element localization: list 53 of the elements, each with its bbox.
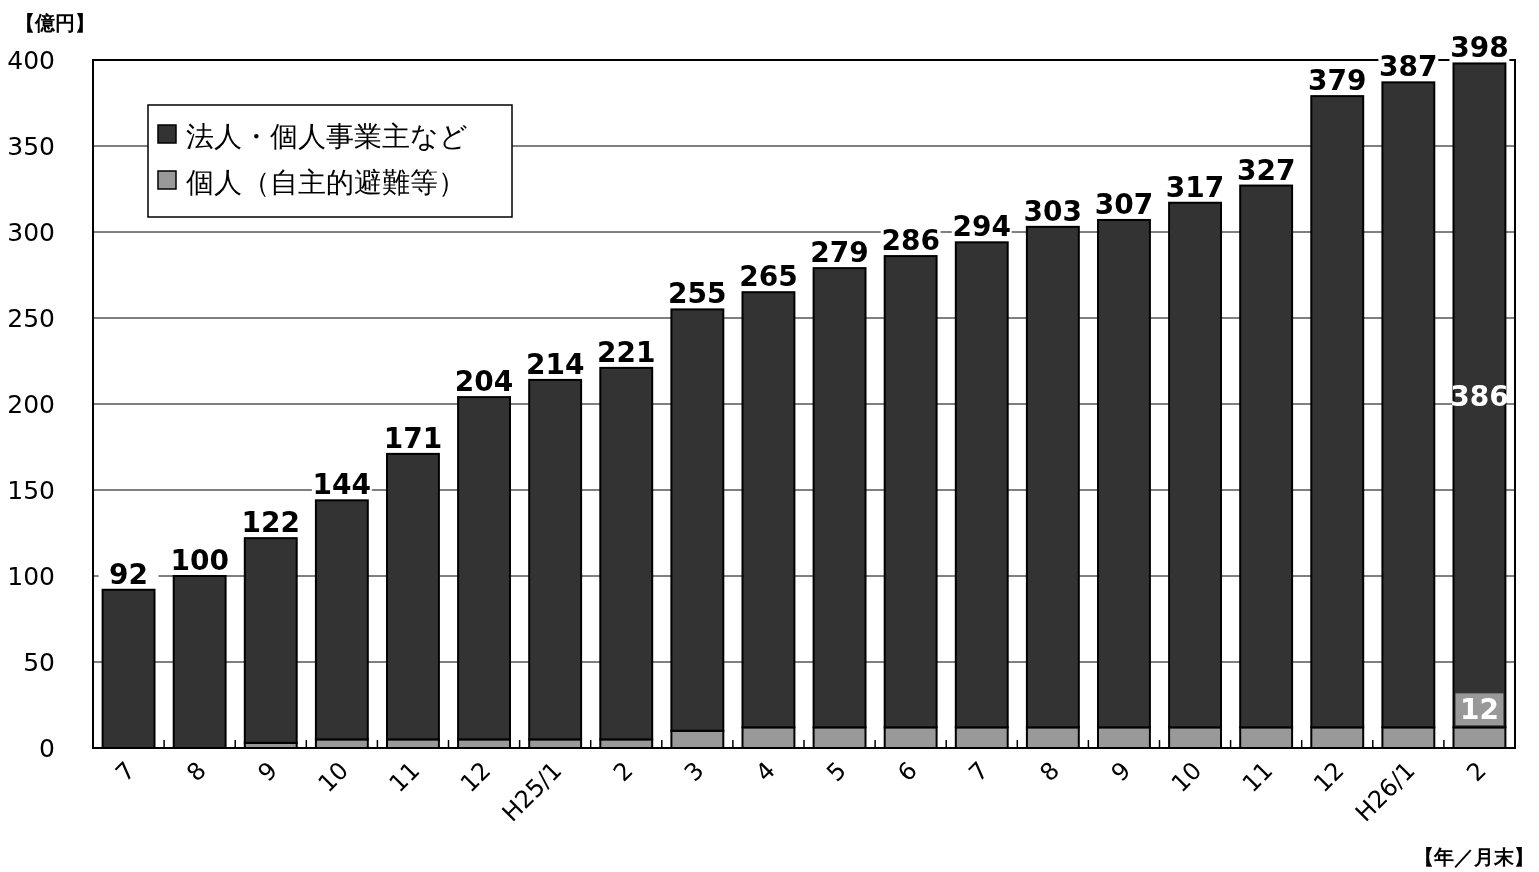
- x-tick-label: 11: [383, 756, 426, 798]
- x-tick-label: 8: [1034, 756, 1066, 788]
- total-label: 204: [454, 365, 514, 399]
- total-label: 144: [312, 468, 372, 502]
- x-tick-label: 4: [750, 756, 781, 788]
- total-label: 214: [525, 347, 585, 381]
- total-label: 279: [810, 236, 869, 270]
- legend-label: 法人・個人事業主など: [186, 120, 468, 153]
- y-tick-label: 250: [7, 304, 55, 333]
- y-axis-title: 【億円】: [15, 11, 95, 35]
- x-tick-label: 2: [1461, 756, 1492, 788]
- y-tick-label: 200: [7, 390, 55, 419]
- total-label: 286: [881, 224, 940, 258]
- total-label: 303: [1023, 194, 1083, 228]
- x-tick-label: 5: [821, 756, 852, 788]
- total-label: 171: [383, 421, 443, 455]
- x-tick-label: 10: [312, 756, 355, 798]
- x-axis-title: 【年／月末】: [1414, 845, 1534, 869]
- x-tick-label: 3: [678, 756, 710, 788]
- total-label: 387: [1379, 50, 1438, 84]
- total-label: 398: [1450, 31, 1509, 65]
- total-label: 327: [1236, 153, 1296, 187]
- y-tick-label: 300: [7, 218, 55, 247]
- y-tick-label: 350: [7, 132, 55, 161]
- x-tick-label: 11: [1236, 756, 1279, 798]
- legend-label: 個人（自主的避難等）: [186, 166, 466, 199]
- y-tick-label: 50: [23, 648, 55, 677]
- total-label: 265: [739, 260, 798, 294]
- x-tick-label: 2: [607, 756, 639, 788]
- y-tick-label: 400: [7, 46, 55, 75]
- x-tick-label: 12: [454, 756, 497, 798]
- total-label: 122: [241, 506, 300, 540]
- x-tick-label: 6: [892, 756, 923, 788]
- total-label: 307: [1094, 187, 1154, 221]
- data-label: 386: [1450, 380, 1509, 414]
- x-tick-label: 9: [1105, 756, 1137, 788]
- y-tick-label: 0: [39, 734, 55, 763]
- total-label: 379: [1308, 64, 1367, 98]
- x-tick-label: 12: [1308, 756, 1350, 798]
- x-tick-label: 8: [181, 756, 212, 788]
- total-label: 100: [170, 544, 229, 577]
- data-label: 12: [1459, 693, 1499, 727]
- total-label: 221: [597, 335, 656, 369]
- x-tick-label: 7: [110, 756, 141, 788]
- total-label: 294: [952, 210, 1011, 244]
- total-label: 92: [109, 557, 149, 591]
- x-tick-label: 7: [963, 756, 994, 788]
- x-tick-label: 9: [252, 756, 283, 788]
- y-tick-label: 100: [7, 562, 55, 591]
- total-label: 255: [668, 277, 727, 311]
- x-tick-label: 10: [1165, 756, 1208, 798]
- y-tick-label: 150: [7, 476, 55, 505]
- total-label: 317: [1165, 170, 1225, 204]
